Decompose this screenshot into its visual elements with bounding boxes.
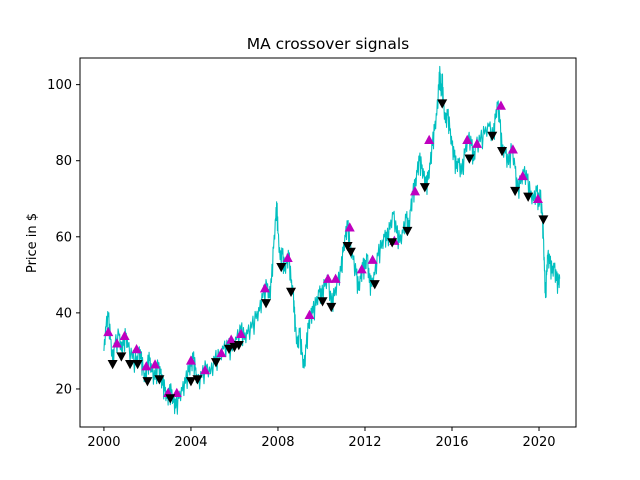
buy-signal-marker <box>103 326 114 337</box>
buy-signal-marker <box>216 347 227 358</box>
sell-signal-marker <box>326 302 337 313</box>
buy-signal-marker <box>200 364 211 375</box>
x-axis: 2000 2004 2008 2012 2016 2020 <box>87 427 556 450</box>
buy-signal-marker <box>226 334 237 344</box>
sell-signal-marker <box>261 299 271 309</box>
buy-signal-marker <box>472 138 483 148</box>
sell-signal-marker <box>132 359 143 370</box>
sell-signal-marker <box>464 154 475 164</box>
sell-signal-marker <box>497 146 508 157</box>
x-tick-label: 2012 <box>348 435 381 450</box>
y-tick-label: 80 <box>55 154 72 169</box>
sell-signal-marker <box>165 394 176 404</box>
sell-signal-marker <box>419 183 430 193</box>
chart-title: MA crossover signals <box>247 35 410 53</box>
sell-signal-marker <box>402 226 413 237</box>
sell-signal-marker <box>342 242 353 252</box>
sell-signal-marker <box>224 344 235 355</box>
sell-signal-marker <box>154 375 165 385</box>
price-line <box>103 65 561 415</box>
buy-signal-marker <box>532 193 543 204</box>
sell-signal-marker <box>125 359 136 370</box>
sell-signal-marker <box>116 352 127 362</box>
sell-signal-marker <box>185 377 196 387</box>
buy-signal-marker <box>323 273 333 283</box>
sell-signal-marker <box>387 238 398 248</box>
sell-signal-marker <box>233 340 244 351</box>
sell-signal-marker <box>369 280 380 290</box>
buy-signal-marker <box>141 361 152 371</box>
sell-signal-marker <box>286 287 297 297</box>
buy-signal-marker <box>344 222 355 232</box>
buy-signal-marker <box>304 309 315 320</box>
x-tick-label: 2004 <box>174 435 207 450</box>
sell-signal-marker <box>437 99 448 109</box>
buy-signal-marker <box>517 170 528 181</box>
y-axis-label: Price in $ <box>25 213 40 273</box>
y-tick-label: 20 <box>55 382 72 397</box>
sell-signal-marker <box>210 358 221 368</box>
buy-signal-marker <box>356 264 367 274</box>
x-tick-label: 2000 <box>87 435 120 450</box>
x-tick-label: 2008 <box>261 435 294 450</box>
buy-signal-marker <box>495 100 506 110</box>
buy-signal-marker <box>150 359 161 369</box>
buy-signal-marker <box>367 254 378 264</box>
y-tick-label: 100 <box>47 78 72 93</box>
buy-signal-marker <box>235 328 246 339</box>
sell-signal-marker <box>538 215 549 225</box>
sell-signal-marker <box>142 377 153 387</box>
buy-signal-marker <box>462 134 473 145</box>
buy-signal-marker <box>259 283 270 293</box>
buy-signal-marker <box>185 355 196 365</box>
x-tick-label: 2020 <box>522 435 555 450</box>
sell-signal-marker <box>523 192 534 202</box>
sell-signal-marker <box>510 186 521 197</box>
buy-signal-marker <box>131 344 142 354</box>
y-axis: 20 40 60 80 100 <box>47 78 80 397</box>
buy-signal-marker <box>424 134 435 145</box>
x-tick-label: 2016 <box>435 435 468 450</box>
sell-signal-marker <box>317 297 328 307</box>
plot-area <box>103 65 561 415</box>
buy-signal-marker <box>111 338 122 348</box>
sell-signal-marker <box>192 375 203 385</box>
sell-signal-marker <box>345 247 356 258</box>
buy-signal-marker <box>507 144 518 154</box>
buy-signal-marker <box>119 330 130 340</box>
y-tick-label: 40 <box>55 306 72 321</box>
y-tick-label: 60 <box>55 230 72 245</box>
sell-signal-marker <box>487 131 498 141</box>
plot-frame <box>79 57 577 428</box>
buy-signal-marker <box>282 252 293 262</box>
buy-signal-marker <box>410 186 421 196</box>
sell-signal-marker <box>107 359 118 370</box>
buy-signal-marker <box>330 273 341 283</box>
sell-signal-marker <box>276 262 287 273</box>
